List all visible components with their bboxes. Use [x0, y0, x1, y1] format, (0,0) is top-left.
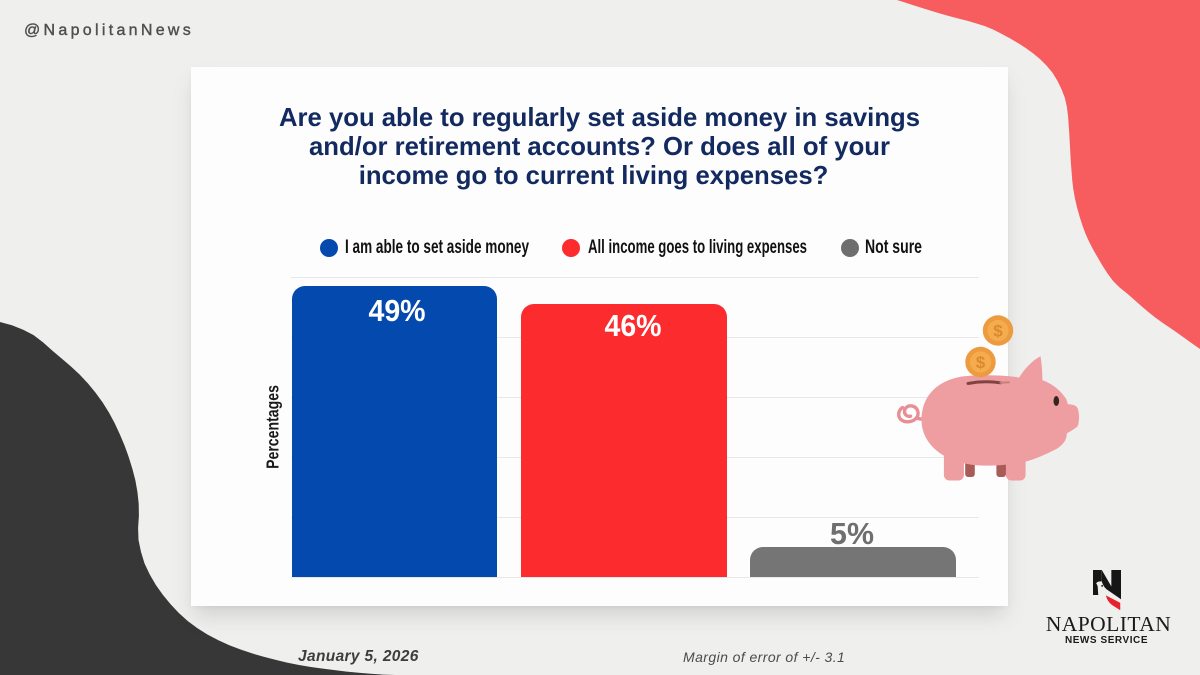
- svg-text:$: $: [976, 353, 986, 372]
- svg-text:$: $: [993, 321, 1003, 340]
